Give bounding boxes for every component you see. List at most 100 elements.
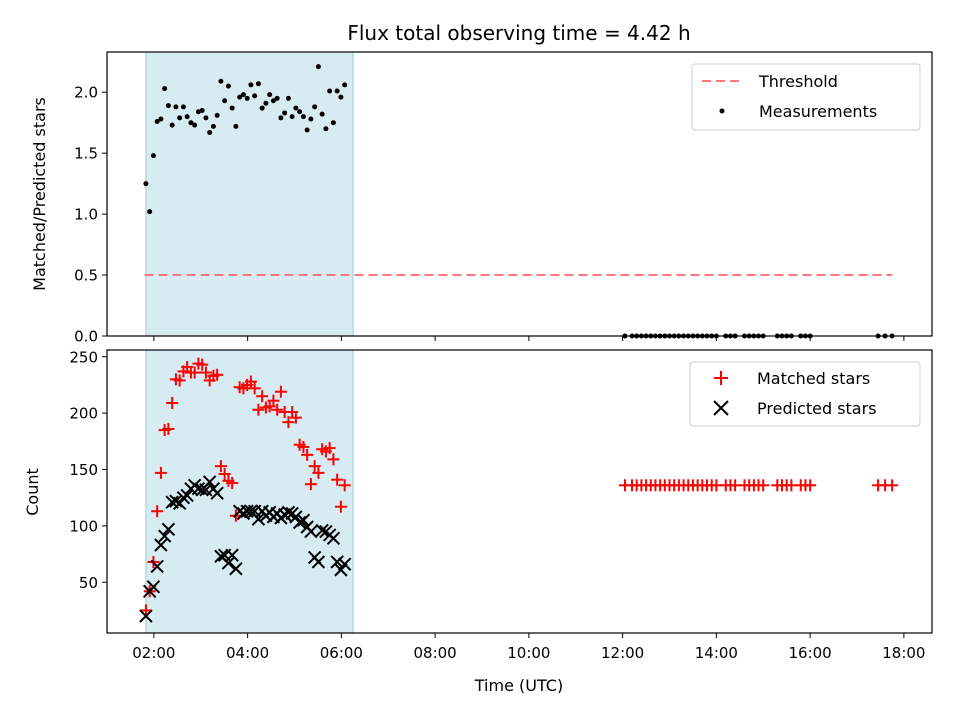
measurement-point <box>207 129 213 135</box>
measurement-point <box>237 94 243 100</box>
measurement-point <box>143 181 149 187</box>
measurement-point <box>199 108 205 114</box>
measurement-point <box>270 98 276 104</box>
bottom-legend-box <box>689 361 921 427</box>
predicted-star-point <box>161 522 176 536</box>
measurement-point <box>195 109 201 115</box>
y-tick-label: 250 <box>69 348 98 366</box>
measurement-point <box>150 153 156 159</box>
matched-star-point <box>196 358 209 371</box>
predicted-star-point <box>150 559 164 574</box>
predicted-star-point <box>229 562 243 576</box>
measurement-point <box>282 110 288 116</box>
predicted-star-point <box>176 490 191 505</box>
matched-star-point <box>173 374 186 387</box>
matched-stars-series <box>139 357 899 617</box>
matched-star-point <box>188 366 201 379</box>
bottom-legend: Matched stars Predicted stars <box>689 361 921 427</box>
x-tick-label: 12:00 <box>601 644 644 662</box>
x-tick-label: 04:00 <box>226 644 269 662</box>
matched-star-point <box>162 422 175 435</box>
y-tick-label: 1.5 <box>74 145 98 163</box>
matched-star-point <box>226 477 239 490</box>
measurement-point <box>180 104 186 110</box>
top-legend-box <box>691 63 921 131</box>
measurement-point <box>218 78 224 84</box>
matched-star-point <box>301 448 314 461</box>
predicted-star-point <box>311 555 326 569</box>
x-tick-label: 08:00 <box>414 644 457 662</box>
bottom-panel: 50 100 150 200 250 02:00 04:00 06:00 08:00 10:00… <box>23 348 933 695</box>
predicted-star-point <box>146 580 161 594</box>
matched-legend-label: Matched stars <box>757 369 870 388</box>
measurement-point <box>188 120 194 126</box>
y-tick-label: 2.0 <box>74 84 98 102</box>
measurement-point <box>177 115 183 121</box>
y-tick-label: 0.0 <box>74 328 98 346</box>
predicted-star-point <box>292 515 307 530</box>
matched-star-point <box>323 442 336 455</box>
matched-star-point <box>199 366 212 379</box>
matched-star-point <box>886 479 899 492</box>
top-panel: 0.00.51.01.52.0 Matched/Predicted stars … <box>30 51 933 346</box>
measurement-point <box>214 112 220 118</box>
x-tick-label: 02:00 <box>132 644 175 662</box>
matched-star-point <box>214 460 227 473</box>
matched-star-point <box>274 385 287 398</box>
matched-legend-swatch <box>714 371 728 385</box>
matched-star-point <box>804 479 817 492</box>
top-legend: Threshold Measurements <box>691 63 921 131</box>
measurement-point <box>300 114 306 120</box>
x-tick-label: 14:00 <box>695 644 738 662</box>
matched-star-point <box>331 473 344 486</box>
measurement-point <box>165 103 171 109</box>
matched-star-point <box>757 479 770 492</box>
matched-star-point <box>304 478 317 491</box>
y-tick-label: 150 <box>69 461 98 479</box>
measurement-point <box>330 120 336 126</box>
measurement-point <box>173 104 179 110</box>
measurement-point <box>203 115 209 121</box>
top-shaded-span <box>145 51 354 337</box>
bottom-x-ticks: 02:00 04:00 06:00 08:00 10:00 12:00 14:00 16:00… <box>132 633 925 662</box>
measurement-point <box>255 81 261 87</box>
measurement-point <box>154 118 160 124</box>
y-tick-label: 1.0 <box>74 206 98 224</box>
measurement-point <box>338 94 344 100</box>
measurement-point <box>297 109 303 115</box>
measurement-point <box>184 114 190 120</box>
measurement-point <box>244 95 250 101</box>
x-axis-label: Time (UTC) <box>474 676 563 695</box>
measurement-point <box>210 123 216 129</box>
matched-star-point <box>166 396 179 409</box>
measurement-point <box>285 95 291 101</box>
measurement-point <box>312 104 318 110</box>
y-tick-label: 50 <box>79 574 98 592</box>
matched-star-point <box>248 382 261 395</box>
predicted-star-point <box>169 494 183 508</box>
predicted-legend-swatch <box>713 400 729 416</box>
bottom-y-axis-label: Count <box>23 468 42 516</box>
chart-title: Flux total observing time = 4.42 h <box>347 21 690 45</box>
measurement-point <box>225 83 231 89</box>
matched-star-point <box>327 453 340 466</box>
matched-star-point <box>154 466 167 479</box>
matched-star-point <box>151 505 164 518</box>
matched-star-point <box>256 390 269 403</box>
matched-star-point <box>252 403 265 416</box>
measurement-point <box>334 88 340 94</box>
measurement-point <box>304 127 310 133</box>
predicted-star-point <box>304 524 318 539</box>
predicted-star-point <box>315 523 329 538</box>
predicted-stars-series <box>139 475 352 623</box>
matched-star-point <box>271 403 284 416</box>
measurement-point <box>308 116 314 122</box>
bottom-shaded-span <box>145 349 354 634</box>
matched-star-point <box>338 479 351 492</box>
measurement-point <box>263 100 269 106</box>
predicted-star-point <box>330 555 344 569</box>
top-x-ticks <box>153 336 905 341</box>
predicted-star-point <box>296 513 311 527</box>
measurement-point <box>293 105 299 111</box>
